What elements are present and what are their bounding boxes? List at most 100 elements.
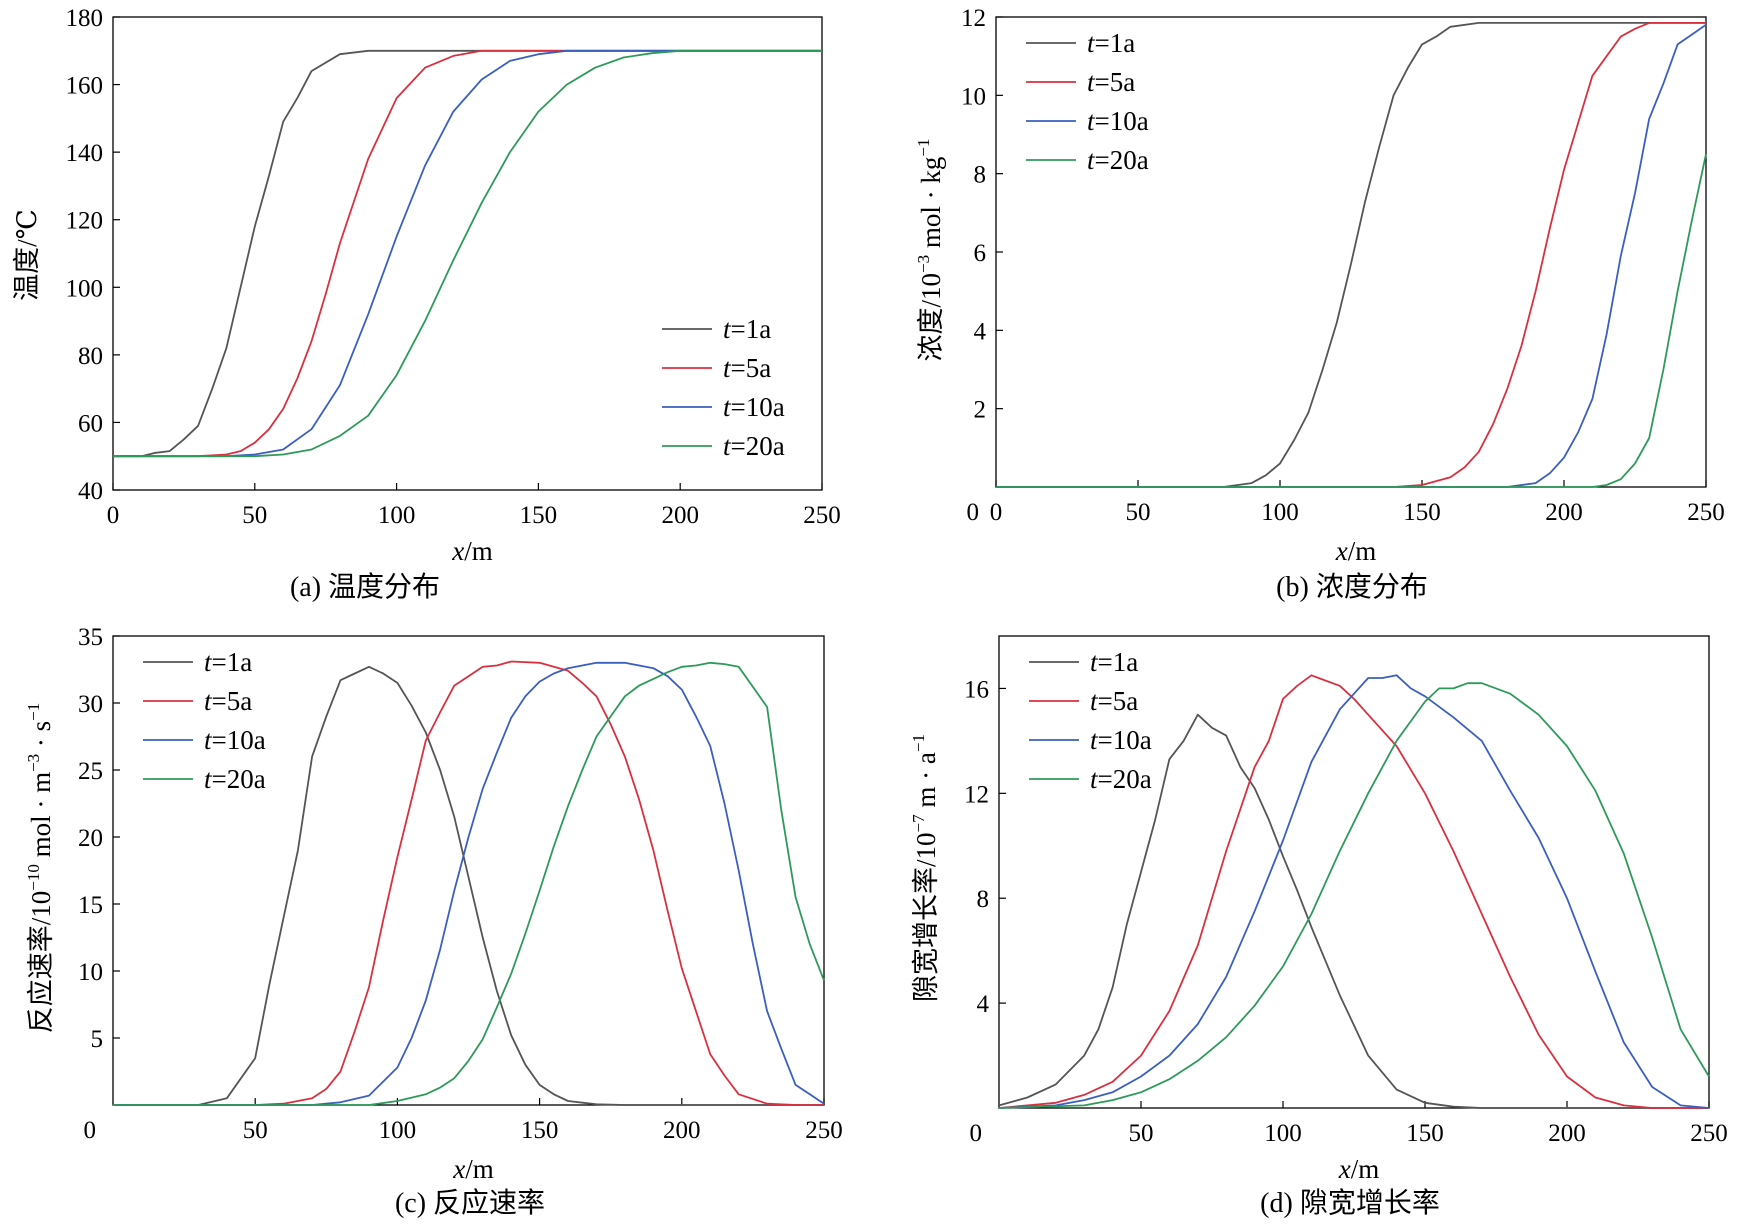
legend-entry: t=1a [723, 314, 771, 344]
series-line-20a [996, 153, 1707, 488]
panel-caption: (a) 温度分布 [290, 571, 440, 603]
legend-entry: t=10a [1087, 106, 1149, 136]
plot-frame [112, 635, 825, 1106]
y-tick-label: 35 [78, 624, 103, 651]
y-tick-label: 160 [66, 73, 104, 100]
chart-panel-a: 0 50 100 150 200 250 40 60 80 100 120 140 160 180 x/m 温… [12, 5, 841, 603]
x-axis-label: x/m [451, 536, 493, 566]
plot-frame [998, 635, 1710, 1109]
panel-caption: (b) 浓度分布 [1276, 571, 1428, 603]
legend-entry: t=20a [723, 431, 785, 461]
x-axis-label: x/m [1335, 536, 1377, 566]
x-tick-label: 0 [990, 499, 1003, 526]
y-tick-label: 8 [974, 162, 987, 189]
legend-entry: t=20a [1090, 764, 1152, 794]
chart-panel-c: 50 100 150 200 250 5 10 15 20 25 30 35 0 x/m 反应速率/10−1… [24, 624, 843, 1219]
series-line-1a [113, 665, 824, 1106]
y-tick-label: 40 [78, 478, 103, 505]
y-axis-label: 反应速率/10−10 mol · m−3 · s−1 [24, 703, 56, 1034]
series-line-20a [998, 682, 1710, 1109]
x-tick-label: 200 [1548, 1120, 1586, 1147]
legend-entry: t=20a [204, 764, 266, 794]
y-tick-label: 180 [66, 5, 104, 32]
legend: t=1a t=5a t=10a t=20a [1026, 28, 1149, 175]
y-tick-label: 6 [974, 240, 987, 267]
y-axis-label: 隙宽增长率/10−7 m · a−1 [909, 734, 941, 1002]
series-line-10a [113, 661, 825, 1106]
x-axis-label: x/m [1338, 1154, 1380, 1184]
legend-entry: t=1a [1087, 28, 1135, 58]
legend-entry: t=10a [204, 725, 266, 755]
legend-entry: t=5a [723, 353, 771, 383]
y-tick-label: 8 [977, 886, 990, 913]
plot-frame [112, 16, 823, 491]
y-axis-label: 温度/℃ [12, 209, 42, 301]
y-tick-label: 4 [974, 318, 987, 345]
origin-label: 0 [84, 1117, 97, 1144]
series-line-5a [998, 674, 1709, 1109]
legend-entry: t=5a [1090, 686, 1138, 716]
series-line-10a [113, 49, 822, 458]
series-line-10a [998, 674, 1710, 1109]
panel-caption: (c) 反应速率 [395, 1187, 545, 1219]
y-axis-label: 浓度/10−3 mol · kg−1 [914, 139, 946, 362]
y-tick-label: 60 [78, 410, 103, 437]
x-tick-label: 200 [1545, 499, 1583, 526]
chart-panel-b: 0 50 100 150 200 250 2 4 6 8 10 12 0 x/m 浓度/10−3 mol ·… [914, 5, 1725, 603]
x-tick-label: 50 [243, 1117, 268, 1144]
series-line-1a [113, 49, 822, 458]
series-line-5a [113, 49, 822, 458]
x-tick-label: 50 [1126, 499, 1151, 526]
legend-entry: t=20a [1087, 145, 1149, 175]
legend-entry: t=10a [723, 392, 785, 422]
x-tick-label: 250 [805, 1117, 843, 1144]
y-tick-label: 4 [977, 991, 990, 1018]
x-tick-label: 50 [242, 502, 267, 529]
x-tick-label: 100 [378, 502, 416, 529]
legend-entry: t=10a [1090, 725, 1152, 755]
y-tick-label: 80 [78, 343, 103, 370]
series-line-5a [113, 660, 824, 1106]
legend-entry: t=5a [204, 686, 252, 716]
y-tick-label: 140 [66, 140, 104, 167]
legend: t=1a t=5a t=10a t=20a [1029, 647, 1152, 794]
x-tick-label: 250 [1690, 1120, 1728, 1147]
x-tick-label: 150 [521, 1117, 559, 1144]
legend: t=1a t=5a t=10a t=20a [143, 647, 266, 794]
y-tick-label: 16 [964, 676, 989, 703]
legend-entry: t=1a [1090, 647, 1138, 677]
series-line-5a [996, 21, 1706, 488]
x-tick-label: 250 [1687, 499, 1725, 526]
y-tick-label: 12 [964, 781, 989, 808]
series-line-1a [998, 713, 1709, 1109]
origin-label: 0 [967, 499, 980, 526]
series-line-1a [996, 21, 1706, 488]
y-tick-label: 10 [961, 83, 986, 110]
y-tick-label: 25 [78, 758, 103, 785]
x-tick-label: 150 [520, 502, 558, 529]
y-tick-label: 15 [78, 892, 103, 919]
origin-label: 0 [970, 1120, 983, 1147]
y-tick-label: 2 [974, 397, 987, 424]
legend-entry: t=1a [204, 647, 252, 677]
y-tick-label: 12 [961, 5, 986, 32]
x-tick-label: 150 [1406, 1120, 1444, 1147]
x-tick-label: 250 [803, 502, 841, 529]
x-tick-label: 100 [1264, 1120, 1302, 1147]
series-line-20a [113, 49, 822, 458]
series-line-20a [113, 661, 825, 1106]
x-tick-label: 200 [661, 502, 699, 529]
x-tick-label: 0 [107, 502, 120, 529]
y-tick-label: 20 [78, 825, 103, 852]
series-line-10a [996, 24, 1707, 488]
x-tick-label: 100 [379, 1117, 417, 1144]
y-tick-label: 5 [91, 1026, 104, 1053]
y-tick-label: 30 [78, 691, 103, 718]
panel-caption: (d) 隙宽增长率 [1260, 1187, 1440, 1219]
x-tick-label: 200 [663, 1117, 701, 1144]
x-tick-label: 150 [1403, 499, 1441, 526]
legend-entry: t=5a [1087, 67, 1135, 97]
x-axis-label: x/m [452, 1154, 494, 1184]
x-tick-label: 100 [1261, 499, 1299, 526]
y-tick-label: 120 [66, 208, 104, 235]
